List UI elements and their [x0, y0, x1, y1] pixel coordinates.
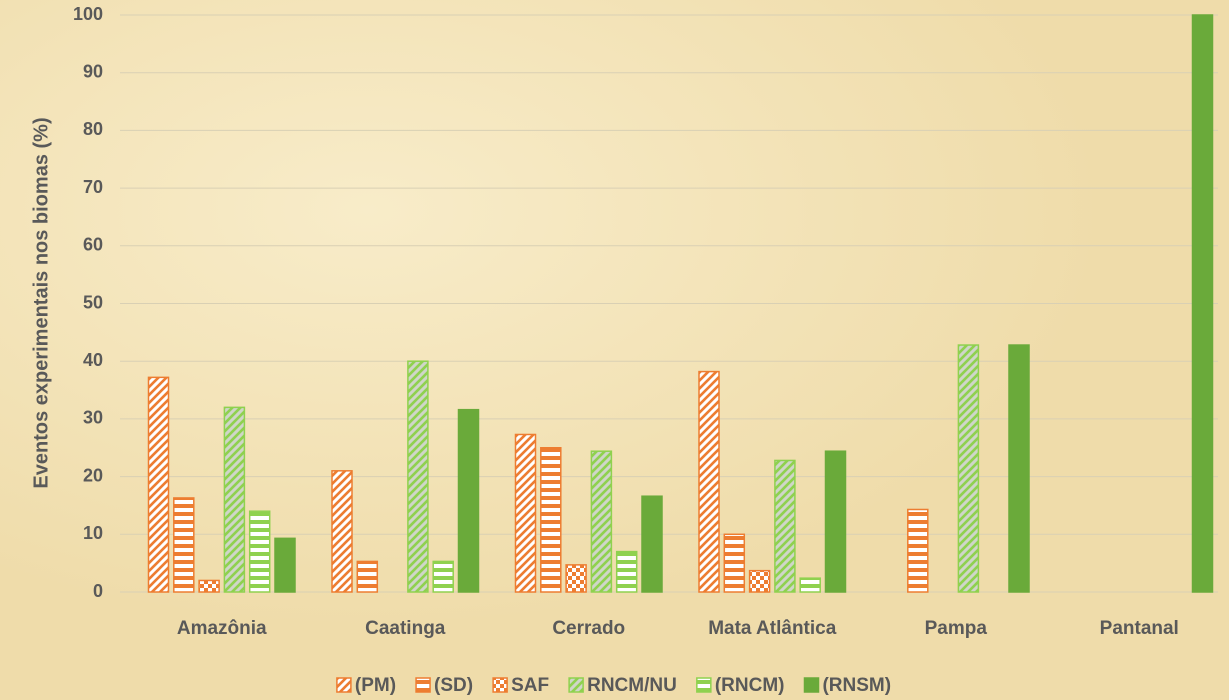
x-tick-label: Caatinga: [365, 618, 446, 639]
y-tick-label: 90: [83, 61, 103, 81]
bar: [907, 508, 929, 593]
bar: [698, 370, 720, 593]
bar: [198, 579, 220, 593]
legend-swatch: [336, 677, 352, 693]
bar: [723, 533, 746, 593]
x-tick-label: Cerrado: [552, 618, 625, 639]
bar: [173, 497, 195, 593]
bar: [540, 447, 562, 593]
bar: [641, 495, 663, 593]
bar: [223, 406, 246, 593]
bar: [615, 550, 638, 593]
legend-label: (RNSM): [822, 675, 891, 696]
bar: [407, 360, 429, 593]
legend-label: SAF: [511, 675, 549, 696]
bar: [274, 537, 296, 593]
legend-label: RNCM/NU: [587, 675, 677, 696]
legend-swatch: [415, 677, 431, 693]
bar: [565, 564, 587, 593]
bar: [147, 376, 170, 593]
bar: [957, 344, 980, 593]
y-tick-label: 40: [83, 350, 103, 370]
legend-label: (PM): [355, 675, 396, 696]
y-tick-label: 10: [83, 523, 103, 543]
legend-label: (SD): [434, 675, 473, 696]
bar: [356, 560, 379, 593]
bar: [1191, 14, 1214, 593]
legend-swatch: [568, 677, 584, 693]
y-axis-title: Eventos experimentais nos biomas (%): [30, 117, 52, 488]
y-tick-label: 60: [83, 235, 103, 255]
bar: [331, 470, 353, 593]
x-tick-label: Mata Atlântica: [708, 618, 837, 639]
bar: [514, 433, 537, 593]
bar: [590, 450, 613, 593]
bar: [799, 577, 821, 593]
bar: [748, 569, 771, 593]
bar: [248, 510, 271, 593]
bar: [457, 408, 480, 593]
bar: [824, 450, 847, 593]
y-tick-label: 0: [93, 581, 103, 601]
x-tick-label: Amazônia: [177, 618, 267, 639]
y-tick-label: 50: [83, 292, 103, 312]
y-tick-label: 30: [83, 408, 103, 428]
x-tick-label: Pampa: [925, 618, 988, 639]
x-tick-label: Pantanal: [1100, 618, 1179, 639]
bar: [774, 459, 796, 593]
y-tick-label: 80: [83, 119, 103, 139]
legend-swatch: [803, 677, 820, 693]
bar: [1008, 344, 1030, 593]
legend-swatch: [696, 677, 712, 693]
y-tick-label: 100: [73, 4, 103, 24]
y-tick-label: 20: [83, 465, 103, 485]
bar: [432, 560, 454, 593]
legend-label: (RNCM): [715, 675, 785, 696]
y-tick-label: 70: [83, 177, 103, 197]
legend-swatch: [492, 677, 508, 693]
